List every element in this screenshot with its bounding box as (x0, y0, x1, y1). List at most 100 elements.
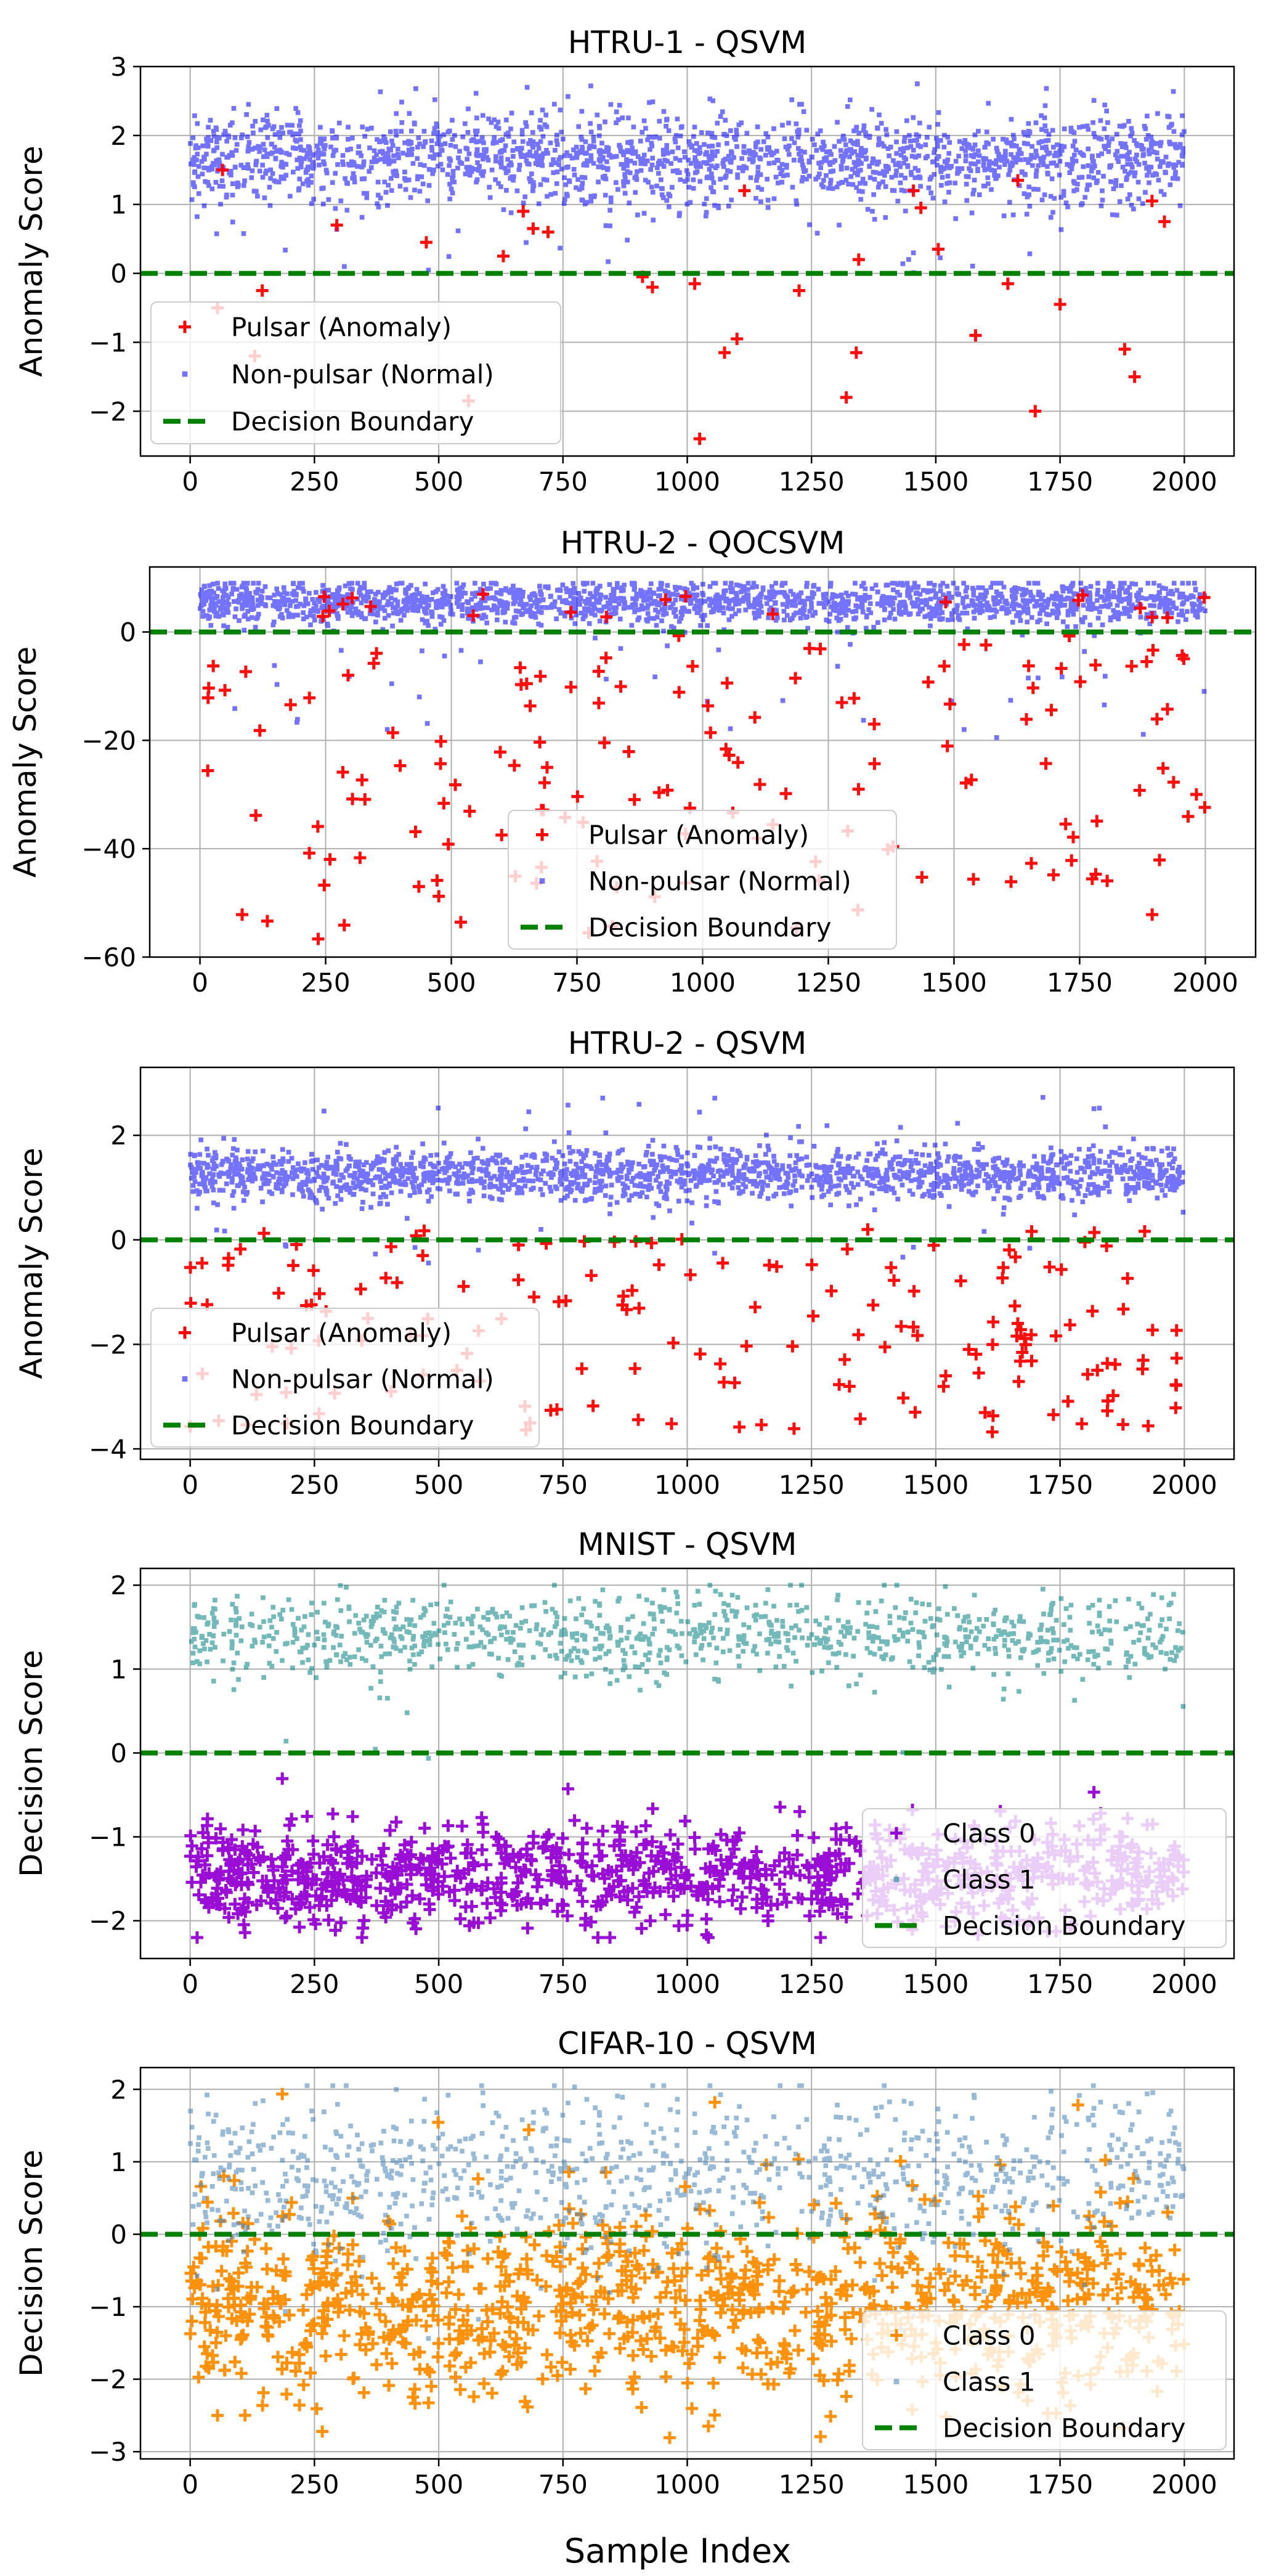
x-tick-label: 500 (426, 968, 476, 998)
chart-title: HTRU-2 - QOCSVM (561, 525, 845, 561)
x-tick-label: 1000 (654, 2469, 720, 2500)
y-tick-label: −1 (89, 1822, 127, 1853)
x-tick-label: 750 (538, 1470, 588, 1500)
y-tick-label: −1 (89, 2292, 127, 2322)
x-tick-label: 1250 (779, 2469, 845, 2500)
data-points (184, 2083, 1190, 2444)
panels: 0 250 500 750 1000 1250 1500 1750 2000−2−10123HT… (7, 25, 1257, 2500)
legend-marker-2 (182, 1376, 188, 1382)
y-tick-label: 2 (110, 1570, 127, 1600)
y-axis-label: Decision Score (14, 2150, 49, 2377)
chart-title: CIFAR-10 - QSVM (558, 2026, 817, 2061)
x-tick-label: 1250 (779, 1969, 845, 1999)
x-tick-label: 1000 (670, 968, 736, 998)
legend-label: Decision Boundary (943, 1911, 1185, 1941)
chart-panel-2: 0 250 500 750 1000 1250 1500 1750 2000 −60 −40 −20 0… (7, 525, 1257, 998)
y-tick-label: −2 (89, 396, 127, 426)
x-tick-label: 0 (182, 1969, 198, 1999)
x-tick-label: 1000 (654, 1470, 720, 1500)
legend-label: Pulsar (Anomaly) (231, 312, 452, 342)
y-tick-label: 0 (110, 2219, 127, 2249)
legend-label: Pulsar (Anomaly) (231, 1318, 452, 1348)
series-non-pulsar-normal (198, 581, 1208, 740)
x-tick-label: 2000 (1151, 1969, 1217, 1999)
chart-panel-5: 0 250 500 750 1000 1250 1500 1750 2000 −3 −2 −1 0 1 2 C… (14, 2026, 1235, 2500)
x-tick-label: 750 (552, 968, 601, 998)
x-tick-label: 250 (290, 467, 339, 497)
x-tick-label: 500 (414, 1969, 463, 1999)
series-class-1 (189, 1583, 1186, 1761)
x-tick-label: 1000 (654, 467, 720, 497)
x-tick-label: 1250 (779, 1470, 845, 1500)
series-non-pulsar-normal (188, 1094, 1186, 1266)
chart-title: HTRU-2 - QSVM (568, 1025, 807, 1061)
x-tick-label: 2000 (1151, 467, 1217, 497)
y-tick-label: 1 (110, 1654, 127, 1684)
y-tick-label: −4 (89, 1434, 127, 1464)
legend-label: Decision Boundary (231, 407, 474, 437)
series-non-pulsar-normal (188, 81, 1187, 275)
x-tick-label: 500 (414, 2469, 463, 2500)
x-tick-label: 500 (414, 1470, 463, 1500)
y-tick-label: 0 (110, 259, 127, 289)
legend: Pulsar (Anomaly) Non-pulsar (Normal) Decis… (150, 1308, 540, 1448)
x-tick-label: 750 (538, 2469, 588, 2500)
y-tick-label: −3 (89, 2437, 127, 2467)
x-tick-label: 0 (182, 2469, 198, 2500)
x-tick-label: 250 (301, 968, 350, 998)
x-tick-label: 1000 (654, 1969, 720, 1999)
y-axis-label: Anomaly Score (14, 1147, 49, 1379)
y-tick-label: −2 (89, 1329, 127, 1359)
y-tick-label: 0 (110, 1225, 127, 1255)
legend: Pulsar (Anomaly) Non-pulsar (Normal) Decis… (150, 301, 561, 444)
legend-marker-2 (539, 878, 545, 884)
legend-marker-2 (893, 1877, 899, 1882)
legend-marker-1 (179, 320, 191, 333)
y-tick-label: −20 (81, 725, 136, 756)
legend-marker-1 (179, 1326, 191, 1339)
x-tick-label: 250 (290, 2469, 339, 2500)
legend-label: Non-pulsar (Normal) (231, 1364, 494, 1395)
x-tick-label: 1250 (795, 968, 861, 998)
legend-label: Non-pulsar (Normal) (231, 359, 494, 389)
x-tick-label: 750 (538, 1969, 588, 1999)
series-class-1 (188, 2083, 1187, 2341)
x-tick-label: 1500 (903, 2469, 968, 2500)
x-tick-label: 1500 (903, 467, 968, 497)
x-tick-label: 1750 (1027, 2469, 1093, 2500)
x-tick-label: 0 (182, 467, 198, 497)
x-tick-label: 1750 (1027, 1969, 1093, 1999)
y-tick-label: 0 (120, 618, 136, 648)
legend-label: Decision Boundary (588, 913, 831, 943)
x-tick-label: 0 (192, 968, 208, 998)
x-tick-label: 1750 (1027, 467, 1093, 497)
x-tick-label: 750 (538, 467, 588, 497)
legend-marker-2 (893, 2379, 899, 2384)
series-pulsar-anomaly (184, 1223, 1183, 1438)
y-tick-label: 2 (110, 121, 127, 151)
data-points (184, 1094, 1186, 1438)
legend-marker-2 (182, 371, 188, 377)
chart-panel-3: 0 250 500 750 1000 1250 1500 1750 2000 −4 −2 0 2 HTRU… (14, 1025, 1235, 1500)
y-axis-label: Anomaly Score (14, 145, 49, 377)
y-tick-label: 2 (110, 1120, 127, 1151)
legend-label: Class 1 (943, 1865, 1036, 1895)
x-tick-label: 250 (290, 1470, 339, 1500)
y-axis-label: Anomaly Score (7, 646, 43, 878)
y-tick-label: 1 (110, 190, 127, 220)
legend-label: Class 0 (943, 1819, 1036, 1849)
legend: Class 0 Class 1 Decision Boundary (862, 2310, 1227, 2450)
chart-panel-4: 0 250 500 750 1000 1250 1500 1750 2000 −2 −1 0 1 2 MNI… (14, 1526, 1235, 1999)
legend: Pulsar (Anomaly) Non-pulsar (Normal) Decis… (508, 810, 897, 950)
chart-title: HTRU-1 - QSVM (568, 25, 807, 60)
y-tick-label: 1 (110, 2147, 127, 2177)
legend: Class 0 Class 1 Decision Boundary (862, 1808, 1227, 1948)
x-tick-label: 1500 (903, 1969, 968, 1999)
x-tick-label: 1750 (1047, 968, 1113, 998)
y-tick-label: 3 (110, 52, 127, 82)
y-tick-label: 2 (110, 2074, 127, 2105)
chart-panel-1: 0 250 500 750 1000 1250 1500 1750 2000 −2 −1 0 1 2 3 HT… (14, 25, 1235, 497)
y-tick-label: −40 (81, 834, 136, 864)
y-tick-label: −60 (81, 942, 136, 972)
